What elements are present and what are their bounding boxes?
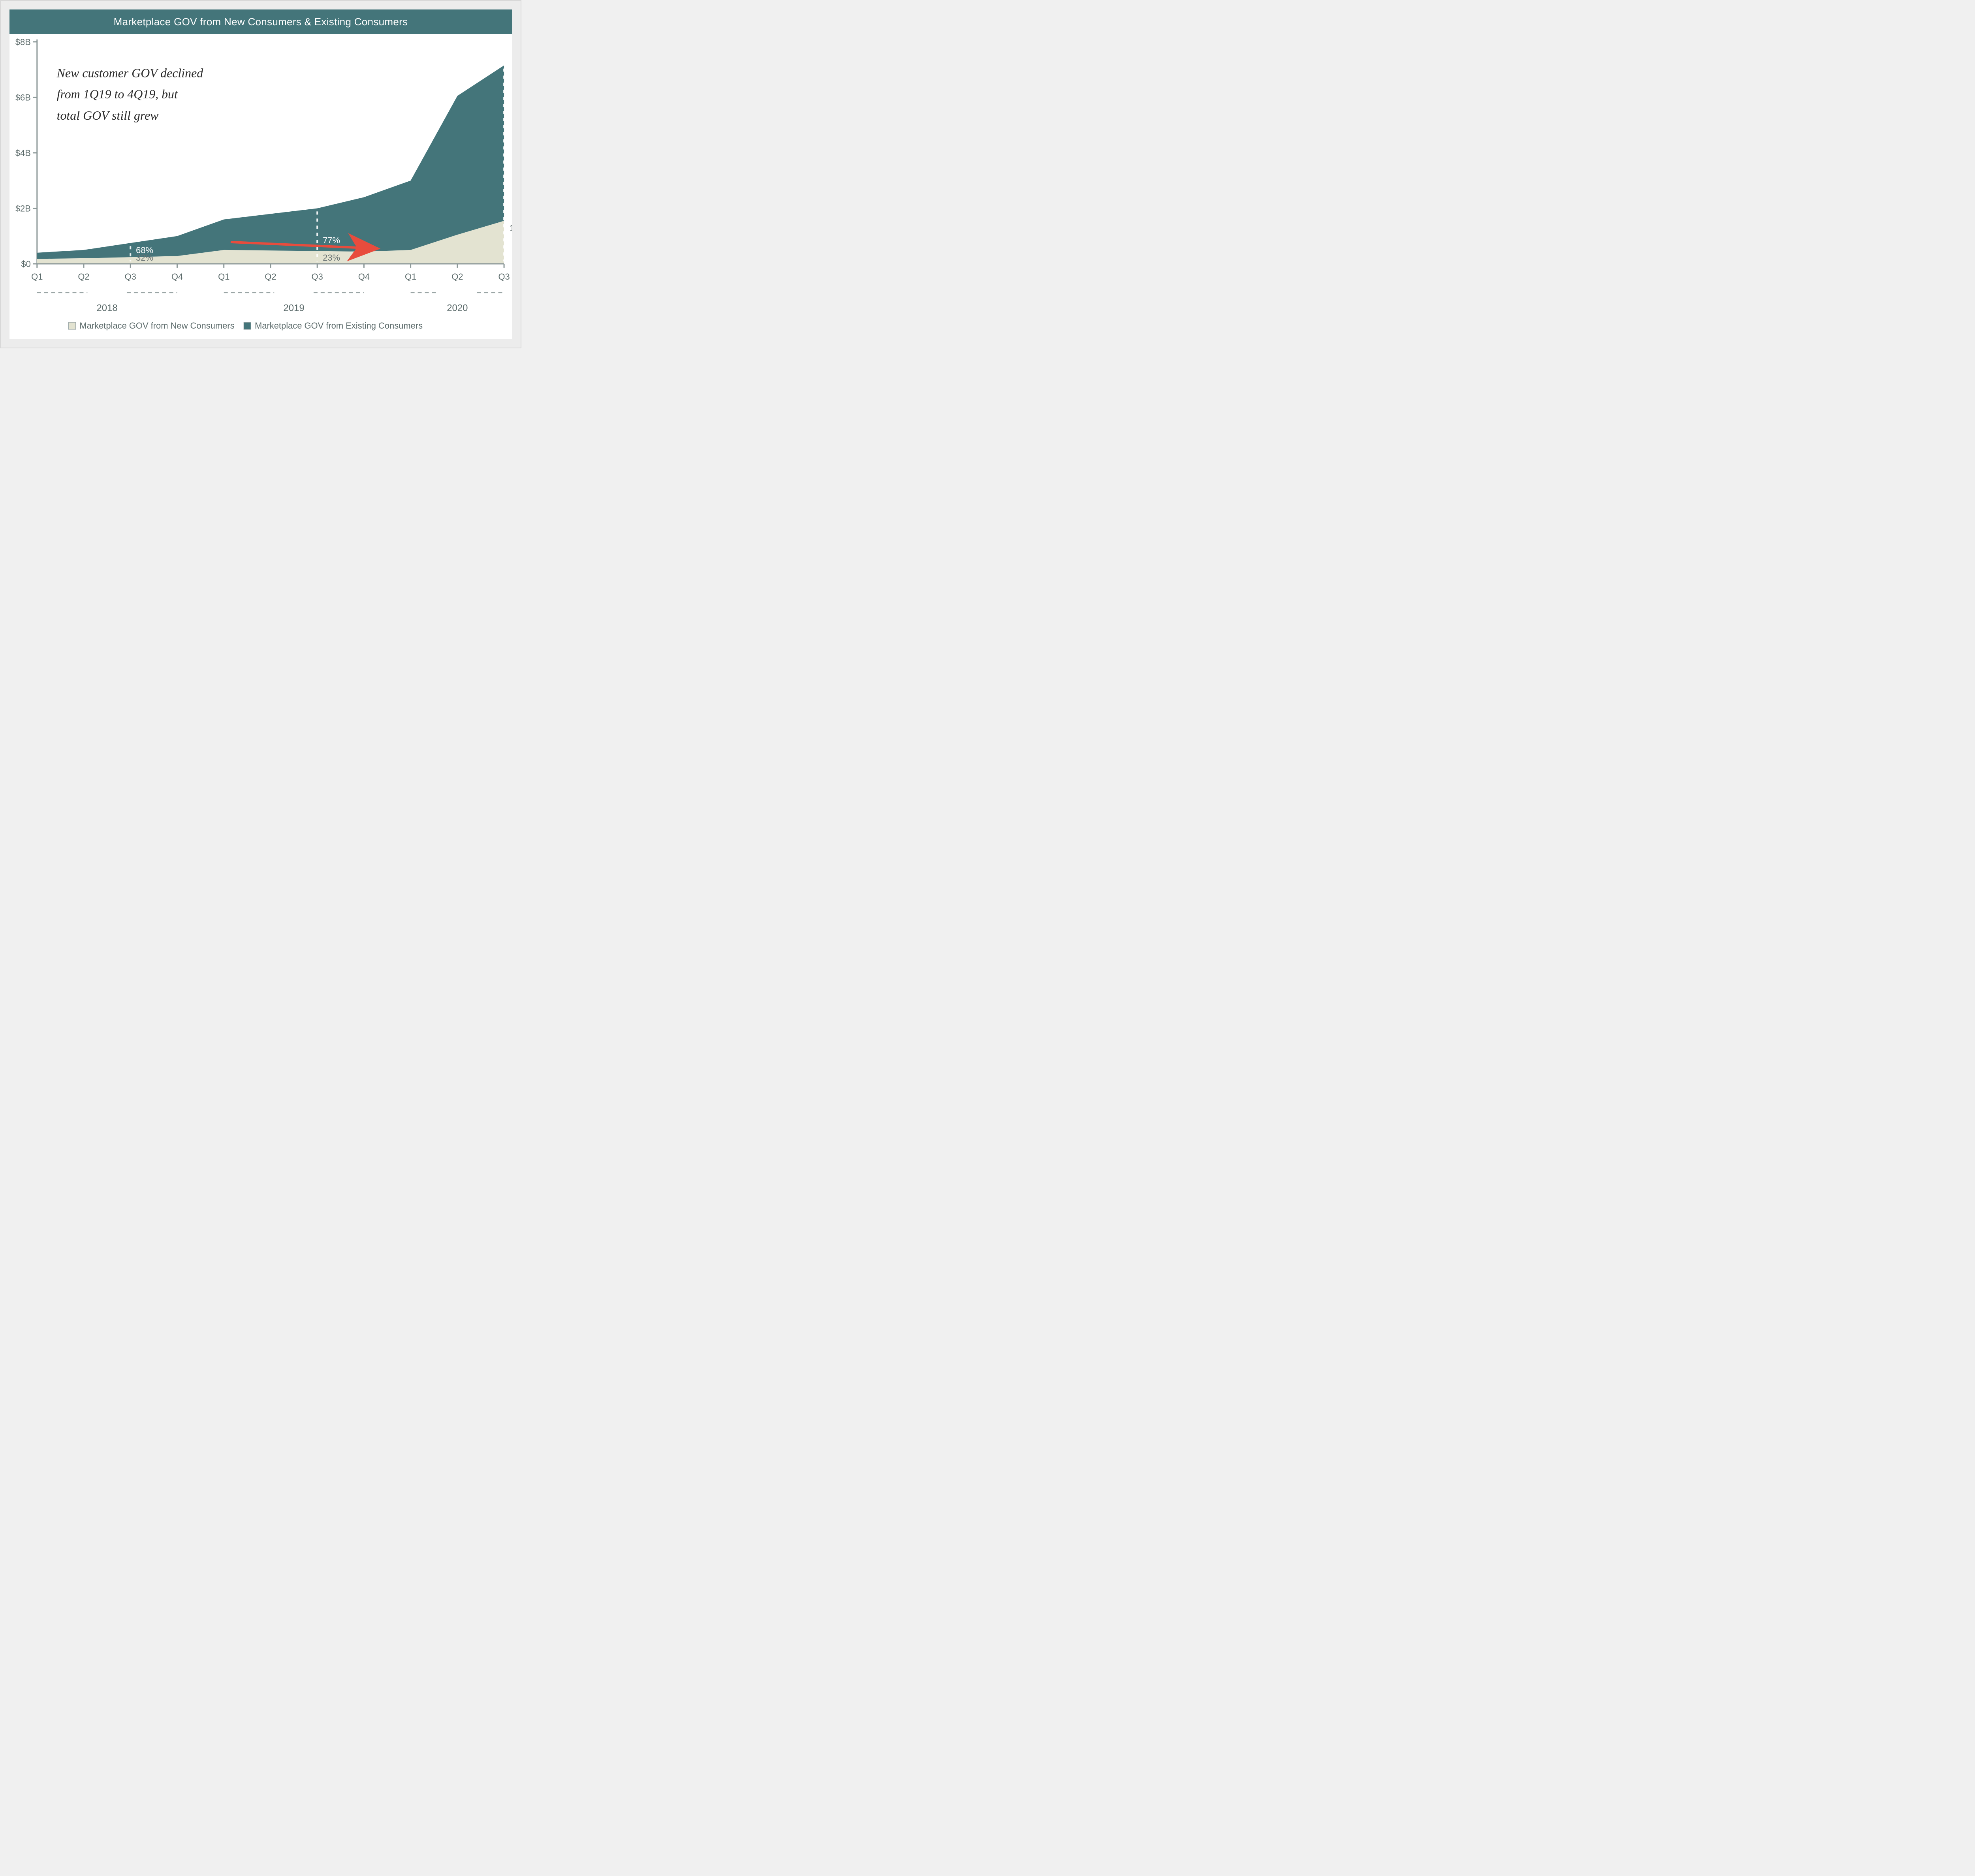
callout-new-pct: 32% — [136, 253, 153, 263]
x-tick-label: Q1 — [405, 272, 416, 282]
chart-title-bar: Marketplace GOV from New Consumers & Exi… — [9, 9, 512, 34]
y-tick-label: $4B — [15, 148, 31, 158]
y-tick-label: $0 — [21, 259, 30, 269]
legend-swatch — [69, 322, 76, 329]
y-tick-label: $2B — [15, 203, 31, 213]
x-tick-label: Q2 — [451, 272, 463, 282]
chart-card: Marketplace GOV from New Consumers & Exi… — [9, 9, 512, 339]
annotation-line: total GOV still grew — [57, 109, 159, 122]
callout-new-pct: 15% — [510, 223, 512, 233]
x-tick-label: Q3 — [498, 272, 510, 282]
x-tick-label: Q1 — [218, 272, 229, 282]
year-label: 2019 — [283, 303, 304, 313]
chart-svg: $0 $2B $4B $6B $8B Q1 Q2 Q3 Q4 Q1 Q2 Q3 Q4 Q1 Q2 Q3 2018… — [9, 34, 512, 339]
legend-swatch — [244, 322, 251, 329]
x-tick-label: Q3 — [125, 272, 136, 282]
year-label: 2020 — [447, 303, 468, 313]
y-tick-label: $8B — [15, 37, 31, 47]
callout-existing-pct: 85% — [510, 205, 512, 215]
legend-label: Marketplace GOV from New Consumers — [79, 321, 234, 331]
annotation-line: New customer GOV declined — [56, 66, 203, 80]
annotation-line: from 1Q19 to 4Q19, but — [57, 87, 178, 101]
callout-existing-pct: 77% — [323, 235, 340, 245]
chart-frame: Marketplace GOV from New Consumers & Exi… — [0, 0, 521, 348]
callout-new-pct: 23% — [323, 253, 340, 263]
y-tick-label: $6B — [15, 92, 31, 102]
x-tick-label: Q1 — [31, 272, 43, 282]
chart-area: $0 $2B $4B $6B $8B Q1 Q2 Q3 Q4 Q1 Q2 Q3 Q4 Q1 Q2 Q3 2018… — [9, 34, 512, 339]
x-tick-label: Q2 — [78, 272, 89, 282]
x-tick-label: Q4 — [358, 272, 370, 282]
x-tick-label: Q2 — [265, 272, 276, 282]
legend-label: Marketplace GOV from Existing Consumers — [255, 321, 423, 331]
x-tick-label: Q3 — [312, 272, 323, 282]
year-label: 2018 — [97, 303, 118, 313]
x-tick-label: Q4 — [171, 272, 183, 282]
chart-title: Marketplace GOV from New Consumers & Exi… — [114, 16, 408, 28]
